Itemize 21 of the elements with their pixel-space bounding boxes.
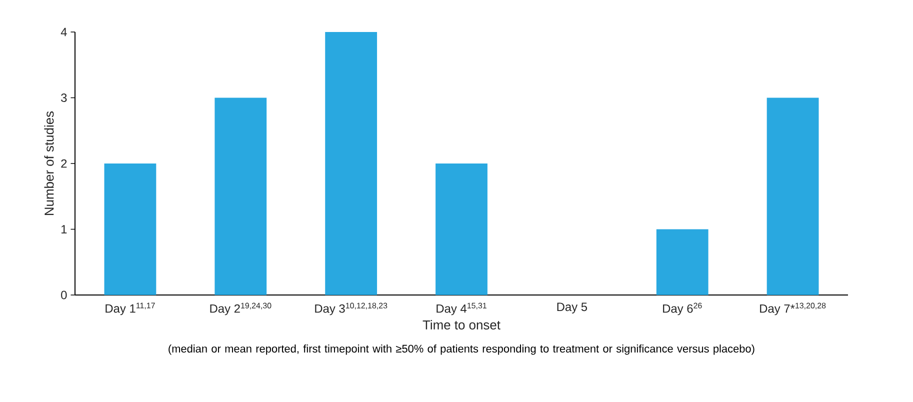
x-tick-label: Day 1$^{11,17}$ bbox=[106, 302, 155, 316]
y-tick-label: 1 bbox=[61, 225, 67, 234]
x-tick-label: Day 3$^{10,12,18,23}$ bbox=[315, 302, 388, 316]
x-tick-label: Day 5 bbox=[557, 302, 588, 314]
bar bbox=[104, 164, 156, 295]
x-tick-label: Day 2$^{19,24,30}$ bbox=[210, 302, 272, 316]
text: (median or mean reported, first timepoint with ≥50% of patients responding to treatment or significance versus placebo) bbox=[168, 344, 754, 355]
bar bbox=[436, 164, 488, 295]
bar bbox=[214, 98, 267, 295]
y-tick-label: 4 bbox=[60, 28, 67, 36]
y-tick-label: 3 bbox=[61, 94, 67, 102]
bar bbox=[766, 98, 819, 295]
y-tick-label: 2 bbox=[61, 159, 67, 168]
x-tick-label: Day 4$^{15,31}$ bbox=[436, 302, 486, 316]
x-tick-label: Day 6$^{26}$ bbox=[663, 302, 702, 316]
bar bbox=[325, 32, 378, 295]
x-axis-title: Time to onset bbox=[422, 320, 500, 330]
bar bbox=[656, 229, 708, 295]
x-tick-label: Day 7*$^{13,20,28}$ bbox=[760, 302, 826, 316]
y-axis-title: Number of studies bbox=[44, 111, 54, 215]
y-tick-label: 0 bbox=[61, 290, 67, 300]
